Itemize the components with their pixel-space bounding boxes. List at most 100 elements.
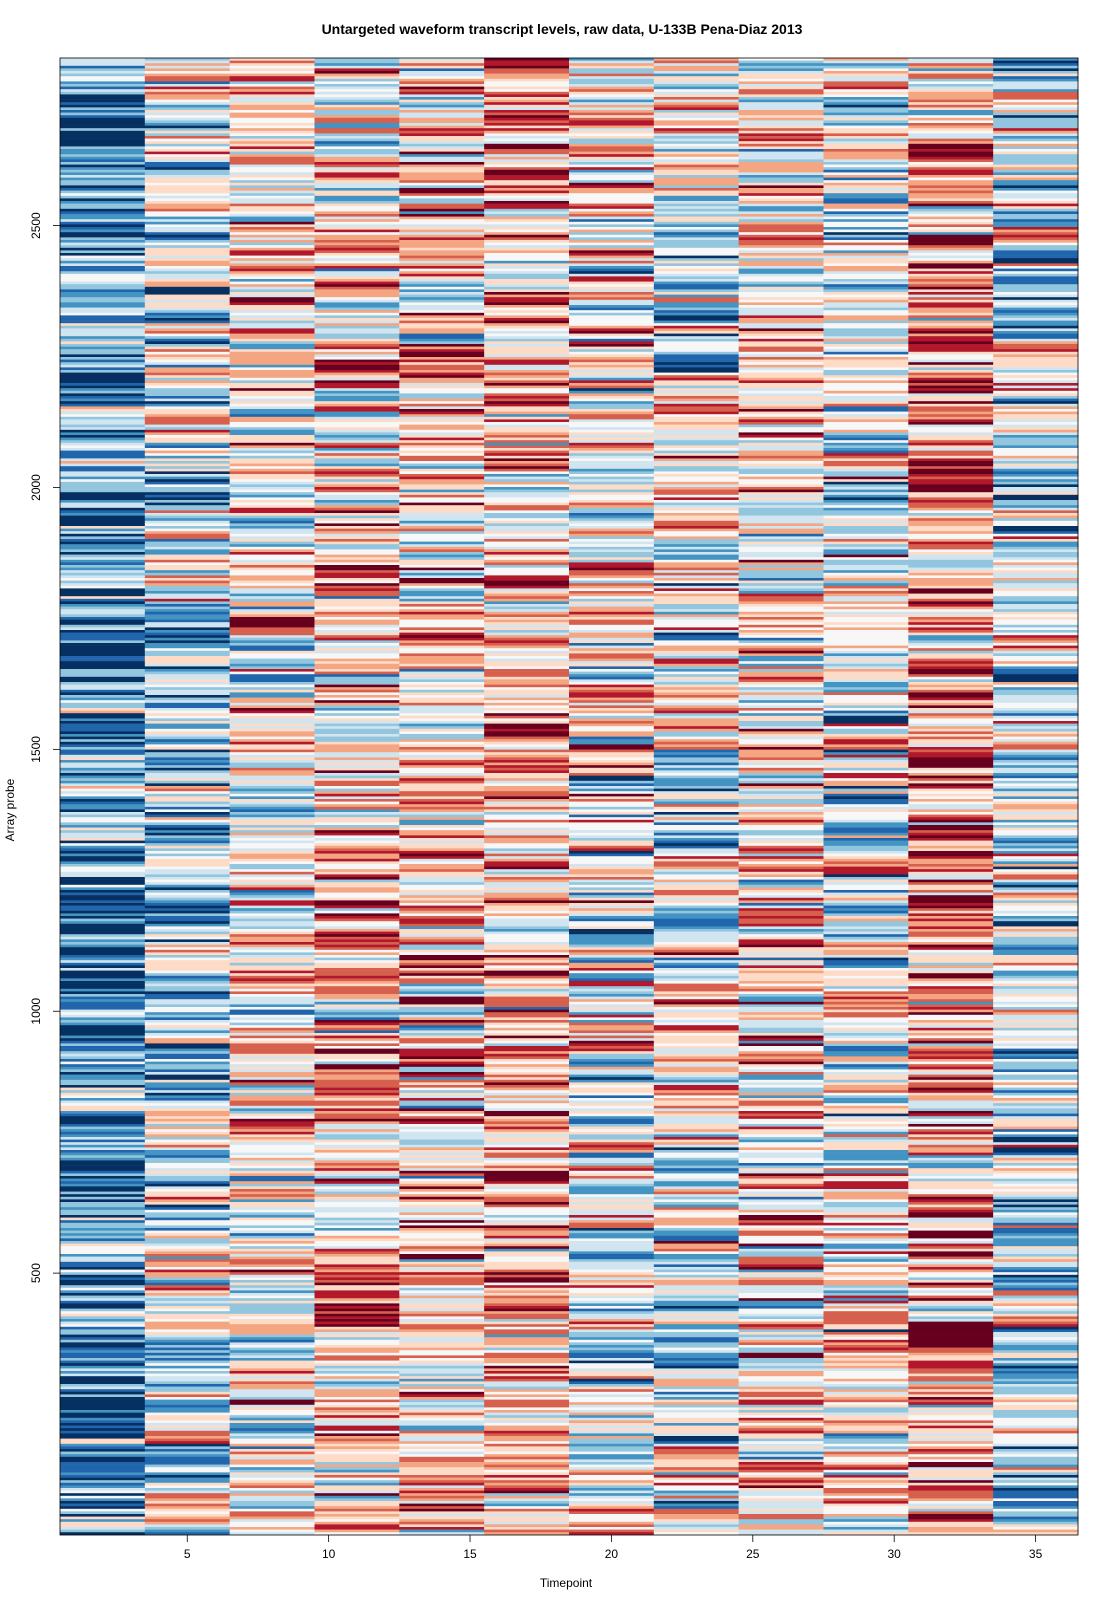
heatmap-cell bbox=[229, 895, 315, 899]
heatmap-cell bbox=[229, 1274, 315, 1278]
heatmap-cell bbox=[399, 1118, 485, 1122]
heatmap-cell bbox=[60, 713, 146, 717]
heatmap-cell bbox=[484, 835, 570, 839]
heatmap-cell bbox=[569, 372, 655, 376]
heatmap-cell bbox=[229, 362, 315, 366]
heatmap-cell bbox=[484, 957, 570, 961]
heatmap-cell bbox=[399, 203, 485, 207]
heatmap-cell bbox=[653, 1290, 740, 1294]
heatmap-cell bbox=[314, 177, 400, 181]
heatmap-cell bbox=[399, 71, 485, 74]
heatmap-cell bbox=[314, 1345, 400, 1348]
heatmap-cell bbox=[399, 1397, 485, 1400]
heatmap-cell bbox=[569, 923, 655, 927]
heatmap-cell bbox=[569, 861, 655, 865]
heatmap-cell bbox=[738, 484, 824, 488]
heatmap-cell bbox=[60, 780, 146, 784]
heatmap-cell bbox=[144, 726, 231, 730]
heatmap-cell bbox=[653, 1495, 740, 1499]
heatmap-cell bbox=[144, 214, 231, 217]
heatmap-cell bbox=[399, 1319, 485, 1322]
heatmap-cell bbox=[569, 799, 655, 802]
heatmap-cell bbox=[60, 175, 146, 178]
heatmap-cell bbox=[144, 601, 231, 605]
heatmap-cell bbox=[314, 741, 400, 745]
heatmap-cell bbox=[653, 364, 740, 368]
heatmap-cell bbox=[399, 856, 485, 860]
heatmap-cell bbox=[569, 68, 655, 72]
heatmap-cell bbox=[229, 263, 315, 267]
heatmap-cell bbox=[60, 1360, 146, 1364]
heatmap-cell bbox=[399, 1189, 485, 1192]
heatmap-cell bbox=[399, 320, 485, 324]
heatmap-cell bbox=[60, 1251, 146, 1255]
heatmap-cell bbox=[569, 1493, 655, 1497]
heatmap-cell bbox=[484, 315, 570, 319]
heatmap-cell bbox=[569, 1108, 655, 1112]
heatmap-cell bbox=[399, 1337, 485, 1341]
heatmap-cell bbox=[399, 960, 485, 964]
heatmap-cell bbox=[144, 1014, 231, 1018]
heatmap-cell bbox=[229, 622, 315, 626]
heatmap-cell bbox=[484, 1454, 570, 1458]
heatmap-cell bbox=[144, 250, 231, 254]
heatmap-cell bbox=[144, 559, 231, 563]
heatmap-cell bbox=[569, 292, 655, 295]
heatmap-cell bbox=[314, 890, 400, 893]
heatmap-cell bbox=[569, 1217, 655, 1221]
heatmap-cell bbox=[314, 1498, 400, 1502]
heatmap-cell bbox=[229, 682, 315, 685]
heatmap-cell bbox=[60, 726, 146, 730]
heatmap-cell bbox=[144, 1454, 231, 1458]
heatmap-cell bbox=[229, 146, 315, 150]
heatmap-cell bbox=[653, 474, 740, 477]
heatmap-cell bbox=[738, 539, 824, 542]
heatmap-cell bbox=[653, 208, 740, 212]
heatmap-cell bbox=[399, 1160, 485, 1164]
heatmap-cell bbox=[399, 1147, 485, 1151]
heatmap-cell bbox=[144, 172, 231, 176]
heatmap-cell bbox=[144, 650, 231, 654]
heatmap-cell bbox=[738, 502, 824, 506]
heatmap-cell bbox=[569, 944, 655, 948]
heatmap-cell bbox=[144, 1423, 231, 1426]
heatmap-cell bbox=[738, 266, 824, 269]
heatmap-cell bbox=[399, 1100, 485, 1104]
heatmap-cell bbox=[569, 1326, 655, 1330]
heatmap-cell bbox=[314, 224, 400, 228]
heatmap-cell bbox=[738, 450, 824, 454]
heatmap-cell bbox=[314, 648, 400, 652]
heatmap-cell bbox=[484, 1134, 570, 1138]
heatmap-cell bbox=[653, 965, 740, 969]
heatmap-cell bbox=[484, 1220, 570, 1224]
heatmap-cell bbox=[738, 827, 824, 831]
heatmap-cell bbox=[399, 1111, 485, 1114]
heatmap-cell bbox=[399, 1087, 485, 1091]
heatmap-cell bbox=[653, 1217, 740, 1221]
heatmap-cell bbox=[144, 695, 231, 698]
heatmap-cell bbox=[484, 1043, 570, 1047]
heatmap-cell bbox=[144, 1069, 231, 1073]
heatmap-cell bbox=[738, 630, 824, 633]
heatmap-cell bbox=[569, 305, 655, 308]
heatmap-cell bbox=[314, 310, 400, 314]
heatmap-cell bbox=[229, 1027, 315, 1031]
heatmap-cell bbox=[314, 489, 400, 493]
heatmap-cell bbox=[484, 1181, 570, 1185]
heatmap-cell bbox=[484, 185, 570, 189]
heatmap-cell bbox=[144, 112, 231, 116]
heatmap-cell bbox=[399, 728, 485, 732]
heatmap-cell bbox=[738, 281, 824, 285]
heatmap-cell bbox=[60, 1324, 146, 1328]
heatmap-cell bbox=[653, 500, 740, 503]
heatmap-cell bbox=[314, 1061, 400, 1065]
heatmap-cell bbox=[399, 232, 485, 236]
heatmap-cell bbox=[60, 609, 146, 613]
heatmap-cell bbox=[484, 809, 570, 813]
heatmap-cell bbox=[484, 1365, 570, 1369]
heatmap-cell bbox=[653, 874, 740, 878]
heatmap-cell bbox=[399, 1033, 485, 1036]
heatmap-cell bbox=[60, 741, 146, 745]
heatmap-cell bbox=[60, 567, 146, 571]
heatmap-cell bbox=[229, 76, 315, 80]
